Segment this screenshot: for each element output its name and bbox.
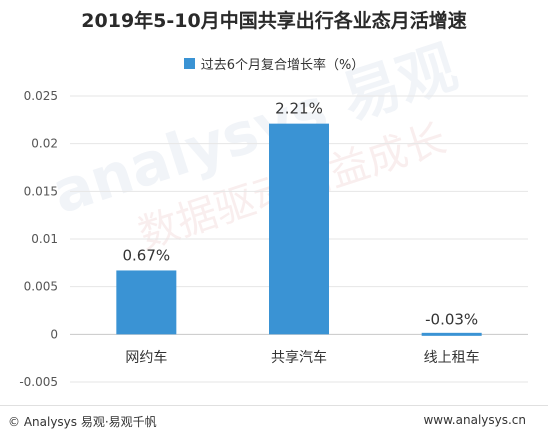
chart-title: 2019年5-10月中国共享出行各业态月活增速 — [81, 10, 467, 32]
bar — [116, 270, 177, 335]
data-label: -0.03% — [425, 310, 478, 328]
x-category-label: 共享汽车 — [271, 349, 327, 366]
y-tick-label: 0.02 — [31, 137, 58, 151]
y-tick-label: 0.025 — [24, 89, 58, 103]
legend: 过去6个月复合增长率（%） — [0, 54, 548, 73]
bar — [421, 332, 482, 336]
y-tick-label: 0.005 — [24, 280, 58, 294]
footer-divider — [0, 405, 548, 406]
x-category-label: 线上租车 — [424, 349, 480, 366]
y-tick-label: 0.015 — [24, 184, 58, 198]
y-tick-label: -0.005 — [19, 375, 58, 389]
data-label: 2.21% — [275, 100, 323, 118]
y-tick-label: 0 — [50, 327, 58, 341]
bar — [269, 123, 329, 335]
footer-copyright: © Analysys 易观·易观千帆 — [8, 415, 157, 429]
footer-url[interactable]: www.analysys.cn — [423, 413, 526, 427]
legend-swatch — [183, 58, 195, 69]
x-category-label: 网约车 — [125, 349, 167, 366]
y-tick-label: 0.01 — [31, 232, 58, 246]
legend-label: 过去6个月复合增长率（%） — [200, 58, 365, 73]
data-label: 0.67% — [123, 246, 171, 264]
